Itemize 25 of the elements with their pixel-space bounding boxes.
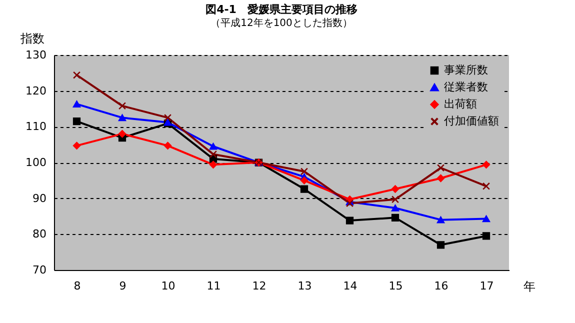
y-tick-label: 120 bbox=[26, 84, 46, 98]
x-tick-label: 15 bbox=[388, 280, 403, 292]
y-tick-label: 110 bbox=[26, 120, 46, 134]
y-tick-label: 90 bbox=[32, 192, 46, 205]
x-tick-label: 9 bbox=[119, 280, 126, 292]
legend-label: 従業者数 bbox=[444, 80, 488, 94]
x-tick-label: 17 bbox=[480, 280, 494, 292]
x-tick-label: 10 bbox=[161, 280, 176, 292]
x-tick-label: 16 bbox=[434, 280, 448, 292]
x-axis-title: 年 bbox=[524, 280, 536, 294]
legend-label: 事業所数 bbox=[444, 64, 488, 76]
legend-label: 出荷額 bbox=[444, 98, 477, 110]
y-axis-title: 指数 bbox=[20, 32, 44, 46]
x-tick-label: 8 bbox=[74, 280, 81, 292]
x-tick-label: 13 bbox=[298, 280, 312, 292]
x-tick-label: 14 bbox=[343, 280, 358, 292]
y-tick-label: 80 bbox=[32, 228, 46, 241]
x-tick-label: 11 bbox=[206, 280, 221, 292]
chart-subtitle: （平成12年を100とした指数） bbox=[210, 17, 352, 29]
y-tick-label: 70 bbox=[32, 264, 46, 276]
legend-label: 付加価値額 bbox=[444, 114, 499, 128]
x-tick-label: 12 bbox=[252, 280, 266, 292]
y-tick-label: 100 bbox=[26, 156, 46, 169]
y-tick-label: 130 bbox=[26, 48, 46, 62]
chart-title: 図4-1 愛媛県主要項目の推移 bbox=[206, 3, 358, 16]
